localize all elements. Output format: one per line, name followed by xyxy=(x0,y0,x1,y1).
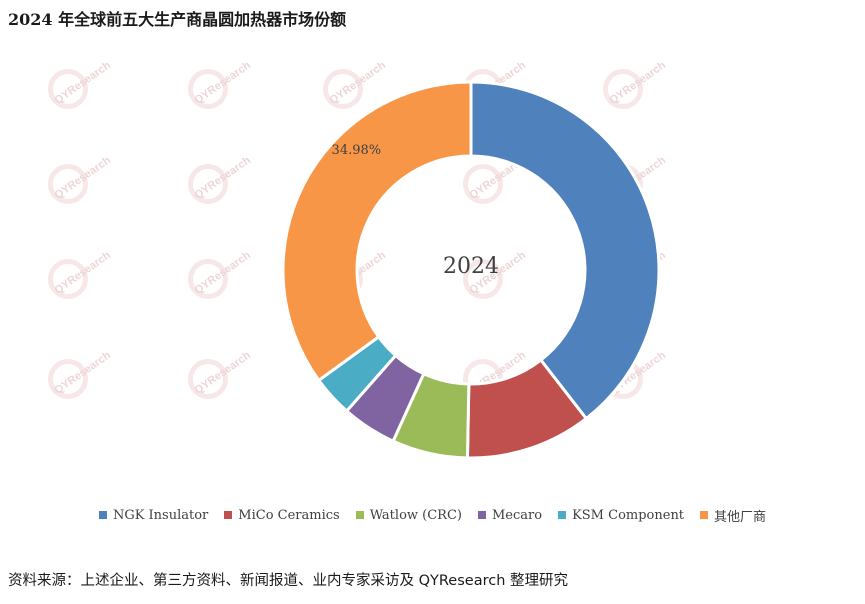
legend-label: KSM Component xyxy=(572,507,685,523)
legend-swatch xyxy=(355,511,364,519)
legend-item-3: Mecaro xyxy=(477,507,543,523)
legend-item-2: Watlow (CRC) xyxy=(355,507,462,523)
slice-5 xyxy=(281,80,473,383)
legend-label: 其他厂商 xyxy=(714,509,767,525)
chart-title: 2024 年全球前五大生产商晶圆加热器市场份额 xyxy=(8,10,347,29)
legend-swatch xyxy=(98,511,107,519)
legend-swatch xyxy=(224,511,233,519)
legend-label: NGK Insulator xyxy=(112,507,209,523)
legend-item-0: NGK Insulator xyxy=(98,507,209,523)
legend-swatch xyxy=(558,511,567,519)
legend-swatch xyxy=(477,511,486,519)
slice-0 xyxy=(469,80,661,421)
slice-label-5: 34.98% xyxy=(332,143,382,158)
center-label: 2024 xyxy=(443,254,499,279)
legend-label: Mecaro xyxy=(491,507,543,523)
legend-item-4: KSM Component xyxy=(558,508,684,523)
legend-swatch xyxy=(700,511,709,519)
legend-item-1: MiCo Ceramics xyxy=(224,507,340,523)
chart-legend: NGK Insulator MiCo Ceramics Watlow (CRC) Me… xyxy=(0,505,865,525)
legend-label: MiCo Ceramics xyxy=(238,507,340,523)
donut-chart: 34.98% 2024 xyxy=(281,80,661,460)
legend-label: Watlow (CRC) xyxy=(369,507,462,523)
source-note: 资料来源：上述企业、第三方资料、新闻报道、业内专家采访及 QYResearch … xyxy=(8,573,568,589)
legend-item-5: 其他厂商 xyxy=(700,506,766,525)
